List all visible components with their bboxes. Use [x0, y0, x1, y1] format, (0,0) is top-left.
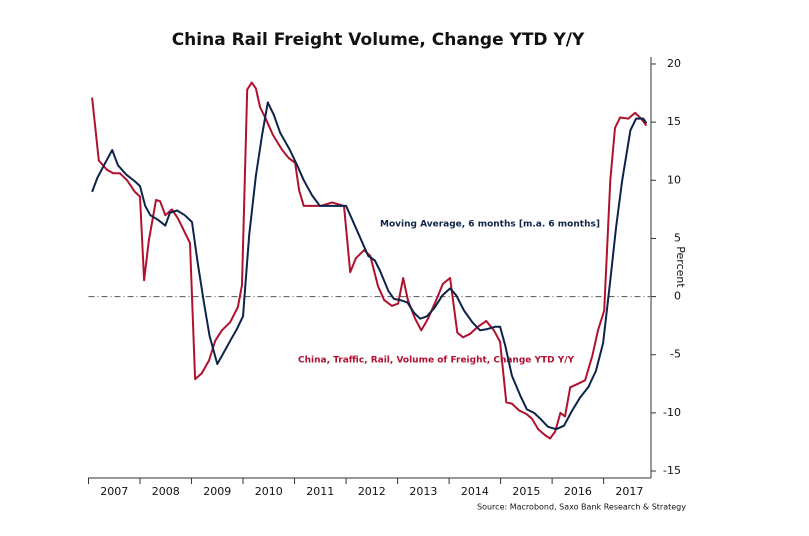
x-tick-label: 2015	[512, 485, 540, 498]
x-tick-label: 2017	[615, 485, 643, 498]
y-axis-label: Percent	[674, 246, 687, 288]
y-tick-label: -15	[663, 464, 681, 477]
x-tick-label: 2014	[461, 485, 489, 498]
y-tick-label: -10	[663, 406, 681, 419]
x-tick-label: 2011	[306, 485, 334, 498]
y-tick-label: 10	[667, 173, 681, 186]
x-tick-label: 2010	[255, 485, 283, 498]
x-tick-label: 2016	[564, 485, 592, 498]
series-line	[91, 101, 648, 431]
y-tick-label: -5	[670, 348, 681, 361]
y-tick-label: 5	[674, 231, 681, 244]
annotation: China, Traffic, Rail, Volume of Freight,…	[298, 356, 575, 366]
x-tick-label: 2009	[203, 485, 231, 498]
source: Source: Macrobond, Saxo Bank Research & …	[477, 503, 686, 512]
y-tick-label: 20	[667, 57, 681, 70]
y-tick-label: 0	[674, 290, 681, 303]
x-tick-label: 2013	[409, 485, 437, 498]
x-tick-label: 2012	[358, 485, 386, 498]
annotation: Moving Average, 6 months [m.a. 6 months]	[380, 220, 600, 230]
y-tick-label: 15	[667, 115, 681, 128]
x-tick-label: 2007	[100, 485, 128, 498]
x-tick-label: 2008	[152, 485, 180, 498]
series-line	[91, 81, 648, 440]
chart-title: China Rail Freight Volume, Change YTD Y/…	[172, 30, 585, 50]
